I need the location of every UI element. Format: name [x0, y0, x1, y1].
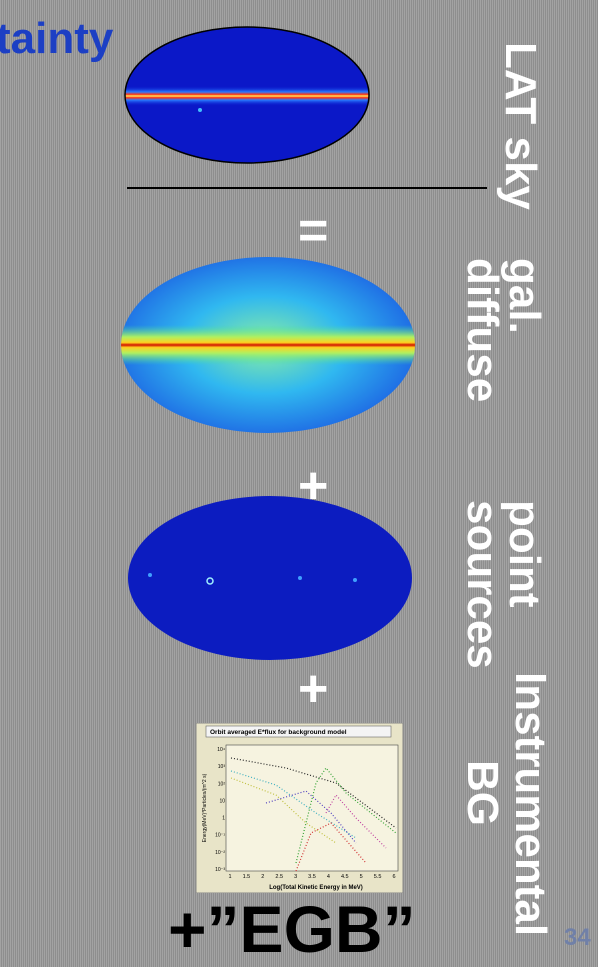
inset-x-label: Log(Total Kinetic Energy in MeV) [269, 885, 363, 891]
term-label: point [502, 500, 546, 608]
page-number: 34 [564, 924, 591, 952]
term-label: BG [460, 760, 504, 826]
inset-y-tick-label: 10⁻² [215, 850, 225, 856]
term-label: diffuse [460, 258, 504, 402]
inset-x-tick-label: 3.5 [308, 874, 316, 880]
operator: + [298, 460, 328, 512]
inset-y-tick-label: 1 [222, 816, 225, 822]
term-label: LAT sky [498, 42, 542, 210]
inset-y-tick-label: 10⁻¹ [215, 833, 225, 839]
inset-x-tick-label: 6 [392, 874, 395, 880]
inset-chart: Orbit averaged E*flux for background mod… [196, 723, 403, 893]
inset-title: Orbit averaged E*flux for background mod… [210, 729, 347, 736]
point-sources-map [125, 495, 415, 665]
inset-x-tick-label: 2 [261, 874, 264, 880]
inset-x-tick-label: 4 [327, 874, 330, 880]
galactic-diffuse-map [115, 255, 415, 435]
title-fragment: tainty [0, 14, 113, 64]
term-label: gal. [502, 258, 546, 334]
inset-x-tick-label: 4.5 [341, 874, 349, 880]
inset-y-tick-label: 10 [219, 798, 225, 804]
inset-x-tick-label: 1.5 [243, 874, 251, 880]
inset-y-tick-label: 10⁻³ [215, 867, 225, 873]
operator: + [298, 663, 328, 715]
inset-x-tick-label: 3 [294, 874, 297, 880]
slide: tainty LAT sky gal. diffuse point source… [0, 0, 598, 967]
inset-x-tick-label: 5 [360, 874, 363, 880]
term-label: sources [460, 500, 504, 669]
inset-y-tick-label: 10³ [218, 764, 226, 770]
operator: = [298, 205, 328, 257]
inset-y-tick-label: 10² [218, 781, 226, 787]
inset-x-tick-label: 5.5 [374, 874, 382, 880]
term-label: Instrumental [508, 672, 552, 936]
egb-label: +”EGB” [168, 893, 416, 965]
inset-y-label: Energy(MeV)*Particles/(m^2 s) [202, 773, 208, 842]
inset-x-tick-label: 1 [228, 874, 231, 880]
inset-x-tick-label: 2.5 [275, 874, 283, 880]
inset-y-tick-label: 10⁴ [217, 747, 225, 753]
